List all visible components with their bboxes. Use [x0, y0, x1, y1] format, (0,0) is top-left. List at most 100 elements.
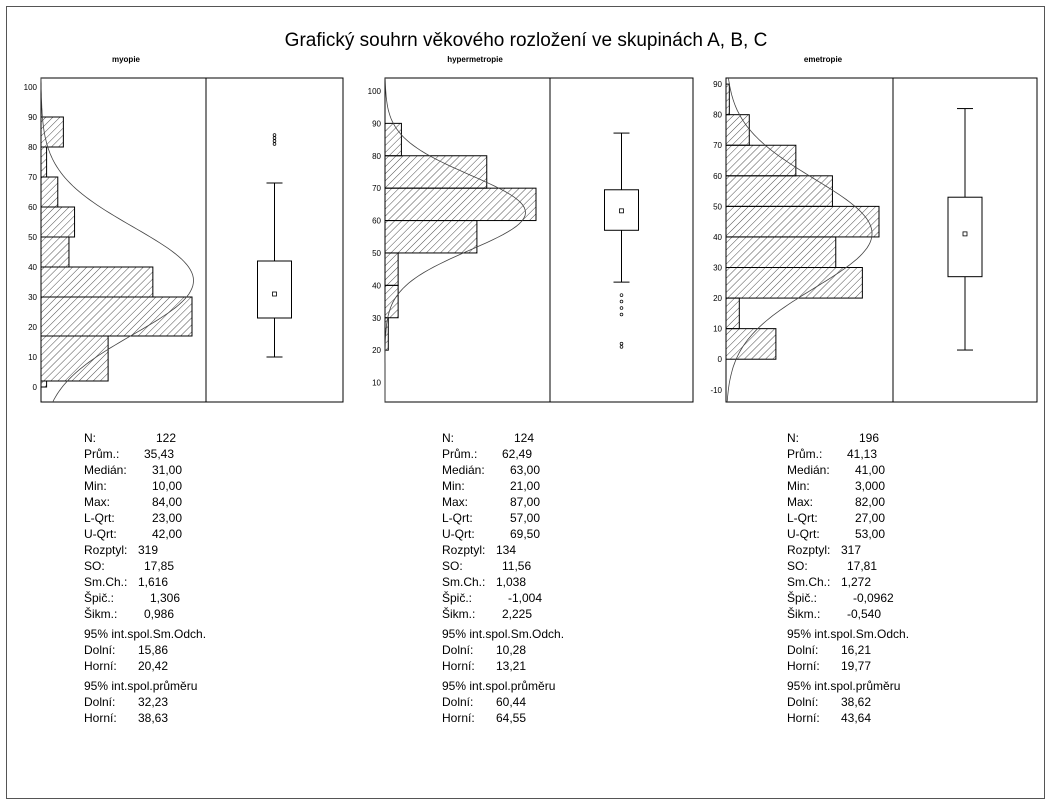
median-marker: [272, 291, 277, 297]
stat-label: Šikm.:: [787, 607, 821, 621]
stat-value: 57,00: [510, 511, 541, 525]
stat-value: 17,81: [847, 559, 878, 573]
histogram-bar: [384, 252, 399, 286]
histogram-bar: [384, 284, 399, 319]
stat-label: Sm.Ch.:: [84, 575, 128, 589]
stat-label: SO:: [84, 559, 105, 573]
stat-value: 19,77: [841, 659, 872, 673]
stat-label: Min:: [442, 479, 465, 493]
stat-label: 95% int.spol.průměru: [84, 679, 198, 693]
stat-value: 53,00: [855, 527, 886, 541]
y-tick-label: 70: [28, 173, 37, 182]
stat-label: U-Qrt:: [442, 527, 475, 541]
stat-label: L-Qrt:: [787, 511, 818, 525]
stat-value: 1,616: [138, 575, 169, 589]
stat-label: Max:: [442, 495, 469, 509]
stat-value: 21,00: [510, 479, 541, 493]
stat-label: Rozptyl:: [84, 543, 128, 557]
histogram-bar: [40, 380, 48, 388]
stat-label: Max:: [84, 495, 111, 509]
stat-value: 69,50: [510, 527, 541, 541]
stat-value: 31,00: [152, 463, 183, 477]
stat-label: Horní:: [84, 659, 117, 673]
histogram-bar: [40, 206, 76, 238]
histogram-bar: [725, 144, 797, 177]
boxplot-frame: [205, 77, 344, 403]
histogram-bar: [384, 122, 402, 157]
y-tick-label: 80: [28, 143, 37, 152]
stat-label: 95% int.spol.průměru: [442, 679, 556, 693]
y-tick-label: 40: [713, 233, 722, 242]
histogram-bar: [40, 176, 59, 208]
stat-value: 10,00: [152, 479, 183, 493]
y-tick-label: 60: [713, 172, 722, 181]
histogram-bar: [725, 267, 863, 299]
stat-label: Špič.:: [787, 591, 818, 605]
stat-value: -0,0962: [853, 591, 894, 605]
stat-label: Rozptyl:: [442, 543, 486, 557]
stat-value: 0,986: [144, 607, 175, 621]
y-tick-label: -10: [710, 386, 722, 395]
group-name: emetropie: [804, 55, 843, 64]
stat-value: 38,62: [841, 695, 872, 709]
stat-label: Dolní:: [84, 695, 116, 709]
stat-label: Medián:: [442, 463, 485, 477]
y-tick-label: 60: [28, 203, 37, 212]
group-name: hypermetropie: [447, 55, 503, 64]
boxplot-frame: [549, 77, 694, 403]
stat-label: Medián:: [84, 463, 127, 477]
y-tick-label: 10: [713, 325, 722, 334]
median-marker: [962, 231, 968, 237]
stat-label: Min:: [787, 479, 810, 493]
stat-label: L-Qrt:: [84, 511, 115, 525]
y-tick-label: 30: [372, 314, 381, 323]
stat-value: 42,00: [152, 527, 183, 541]
y-tick-label: 100: [24, 83, 38, 92]
stat-value: 1,038: [496, 575, 527, 589]
stat-value: 15,86: [138, 643, 169, 657]
outlier-point: [619, 299, 624, 304]
stat-label: Prům.:: [442, 447, 478, 461]
stat-label: L-Qrt:: [442, 511, 473, 525]
stat-value: 1,272: [841, 575, 872, 589]
stat-value: 60,44: [496, 695, 527, 709]
histogram-bar: [40, 296, 193, 337]
outlier-point: [619, 345, 624, 349]
stat-value: 3,000: [855, 479, 886, 493]
stat-value: 317: [841, 543, 862, 557]
stat-value: -1,004: [508, 591, 543, 605]
y-tick-label: 30: [713, 264, 722, 273]
outlier-point: [619, 293, 624, 297]
y-tick-label: 40: [372, 281, 381, 290]
histogram-bar: [725, 83, 730, 116]
stat-label: Medián:: [787, 463, 830, 477]
stat-value: 134: [496, 543, 517, 557]
y-tick-label: 40: [28, 263, 37, 272]
group-name: myopie: [112, 55, 141, 64]
histogram-bar: [725, 205, 880, 238]
stat-label: Dolní:: [442, 695, 474, 709]
stat-value: 124: [514, 431, 535, 445]
stat-label: Horní:: [787, 659, 820, 673]
stat-value: 63,00: [510, 463, 541, 477]
stat-label: SO:: [787, 559, 808, 573]
stat-value: 43,64: [841, 711, 872, 725]
stat-value: 122: [156, 431, 177, 445]
stat-value: 13,21: [496, 659, 527, 673]
normal-curve: [726, 77, 873, 403]
stat-value: 2,225: [502, 607, 533, 621]
stat-label: Dolní:: [84, 643, 116, 657]
y-tick-label: 60: [372, 217, 381, 226]
y-tick-label: 70: [372, 184, 381, 193]
stat-label: Šikm.:: [442, 607, 476, 621]
y-tick-label: 0: [33, 383, 38, 392]
stat-value: 41,13: [847, 447, 878, 461]
stat-value: 17,85: [144, 559, 175, 573]
histogram-bar: [725, 114, 750, 146]
outlier-point: [619, 306, 624, 310]
y-tick-label: 50: [372, 249, 381, 258]
stat-value: 16,21: [841, 643, 872, 657]
box-iqr: [257, 260, 292, 319]
stat-label: 95% int.spol.průměru: [787, 679, 901, 693]
histogram-bar: [725, 328, 777, 360]
